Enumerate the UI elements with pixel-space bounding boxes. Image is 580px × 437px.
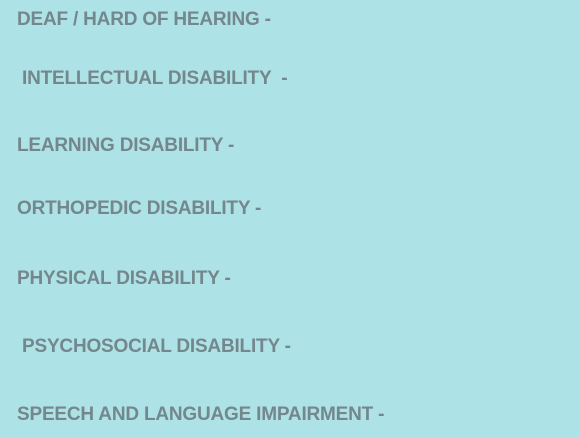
- category-intellectual-disability: INTELLECTUAL DISABILITY -: [22, 68, 288, 89]
- category-psychosocial-disability: PSYCHOSOCIAL DISABILITY -: [22, 336, 291, 357]
- category-learning-disability: LEARNING DISABILITY -: [17, 135, 235, 156]
- category-physical-disability: PHYSICAL DISABILITY -: [17, 268, 231, 289]
- category-speech-and-language-impairment: SPEECH AND LANGUAGE IMPAIRMENT -: [17, 404, 385, 425]
- category-deaf-hard-of-hearing: DEAF / HARD OF HEARING -: [17, 9, 271, 30]
- category-orthopedic-disability: ORTHOPEDIC DISABILITY -: [17, 198, 262, 219]
